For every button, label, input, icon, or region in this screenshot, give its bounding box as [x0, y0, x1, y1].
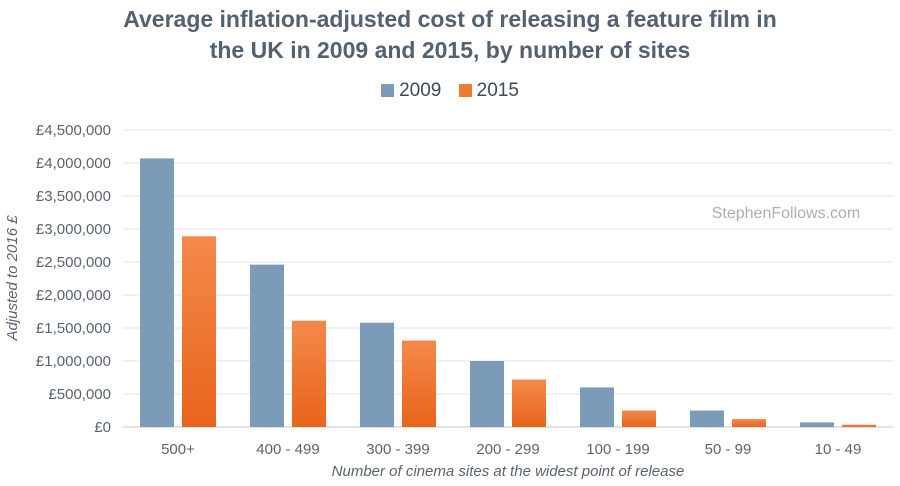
bar-2015-10-49 — [842, 424, 876, 427]
legend-swatch-2009 — [381, 84, 395, 97]
y-tick-label: £2,000,000 — [36, 287, 111, 304]
gridlines — [123, 129, 893, 428]
y-tick-label: £3,000,000 — [36, 221, 111, 238]
bars — [140, 158, 876, 427]
chart-title-line-1: Average inflation-adjusted cost of relea… — [123, 6, 777, 32]
bar-2009-300-399 — [360, 322, 394, 427]
legend-label-2009: 2009 — [399, 80, 442, 101]
watermark: StephenFollows.com — [712, 205, 861, 222]
bar-2009-10-49 — [800, 422, 834, 427]
chart-title-line-2: the UK in 2009 and 2015, by number of si… — [209, 37, 691, 63]
x-axis-title: Number of cinema sites at the widest poi… — [332, 463, 685, 480]
chart-title: Average inflation-adjusted cost of relea… — [0, 4, 900, 66]
x-category-label: 100 - 199 — [586, 441, 649, 458]
y-tick-label: £4,000,000 — [36, 155, 111, 172]
y-tick-label: £2,500,000 — [36, 254, 111, 271]
bar-2015-300-399 — [402, 340, 436, 427]
bar-2009-50-99 — [690, 410, 724, 427]
bar-2015-500plus — [182, 236, 216, 427]
y-tick-label: £3,500,000 — [36, 188, 111, 205]
bar-2009-100-199 — [580, 387, 614, 427]
x-category-label: 50 - 99 — [705, 441, 752, 458]
bar-2015-50-99 — [732, 419, 766, 427]
y-tick-label: £1,000,000 — [36, 353, 111, 370]
bar-2009-500plus — [140, 158, 174, 427]
bar-2009-200-299 — [470, 361, 504, 427]
bar-2009-400-499 — [250, 264, 284, 427]
x-category-label: 500+ — [161, 441, 195, 458]
legend-label-2015: 2015 — [476, 80, 519, 101]
y-axis-title: Adjusted to 2016 £ — [4, 215, 21, 342]
legend-item-2009: 2009 — [381, 80, 441, 102]
x-category-label: 400 - 499 — [256, 441, 319, 458]
chart-legend: 2009 2015 — [0, 80, 900, 102]
x-category-label: 200 - 299 — [476, 441, 539, 458]
legend-swatch-2015 — [458, 84, 472, 97]
y-tick-label: £0 — [94, 419, 111, 436]
x-category-label: 10 - 49 — [815, 441, 862, 458]
bar-2015-200-299 — [512, 379, 546, 427]
x-axis-categories: 500+ 400 - 499 300 - 399 200 - 299 100 - 199… — [161, 441, 861, 458]
x-category-label: 300 - 399 — [366, 441, 429, 458]
y-tick-label: £1,500,000 — [36, 320, 111, 337]
legend-item-2015: 2015 — [458, 80, 519, 102]
y-tick-label: £4,500,000 — [36, 122, 111, 139]
y-tick-label: £500,000 — [48, 386, 111, 403]
bar-2015-400-499 — [292, 320, 326, 427]
y-axis-ticks: £0 £500,000 £1,000,000 £1,500,000 £2,000,000… — [36, 122, 111, 436]
bar-2015-100-199 — [622, 410, 656, 427]
